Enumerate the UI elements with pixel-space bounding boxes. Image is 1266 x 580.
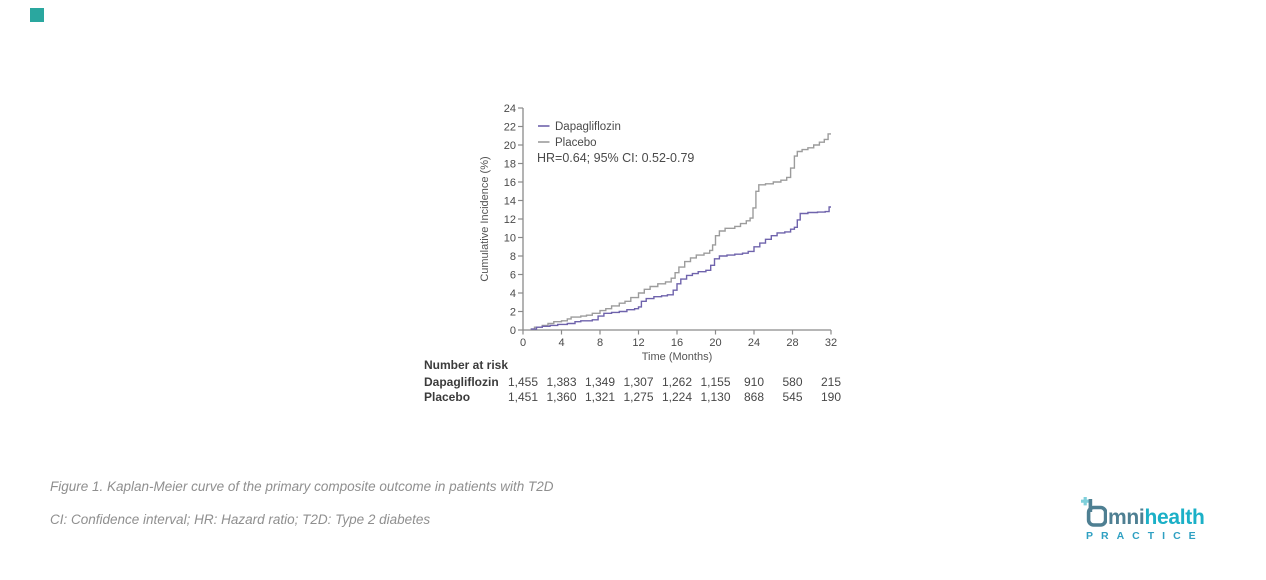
number-at-risk-header: Number at risk [424, 358, 509, 372]
risk-value: 580 [782, 375, 803, 389]
omnihealth-wordmark: mni health [1081, 497, 1217, 529]
svg-text:24: 24 [748, 337, 760, 349]
svg-text:6: 6 [510, 270, 516, 282]
logo-o-plus-icon [1081, 497, 1107, 527]
risk-value: 1,349 [584, 375, 616, 389]
risk-value: 1,360 [546, 390, 577, 404]
risk-value: 190 [820, 390, 842, 404]
risk-value: 1,321 [584, 390, 616, 404]
risk-value: 1,455 [507, 375, 539, 389]
svg-text:10: 10 [504, 233, 516, 245]
risk-row-label: Dapagliflozin [424, 375, 499, 389]
risk-row-dapagliflozin: Dapagliflozin 1,455 1,383 1,349 1,307 1,262 1,… [424, 375, 864, 390]
x-axis-label: Time (Months) [642, 351, 713, 363]
svg-text:16: 16 [504, 177, 516, 189]
risk-value: 868 [743, 390, 765, 404]
curve-placebo [530, 133, 831, 330]
svg-text:32: 32 [825, 337, 837, 349]
svg-text:22: 22 [504, 122, 516, 134]
corner-accent-square [30, 8, 44, 22]
y-axis-label: Cumulative Incidence (%) [479, 156, 491, 281]
svg-text:12: 12 [632, 337, 644, 349]
svg-text:16: 16 [671, 337, 683, 349]
legend-entry-placebo: Placebo [538, 137, 597, 149]
svg-text:18: 18 [504, 159, 516, 171]
risk-row-placebo: Placebo 1,451 1,360 1,321 1,275 1,224 1,130 868… [424, 390, 864, 405]
legend-entry-dapagliflozin: Dapagliflozin [538, 121, 621, 133]
svg-text:4: 4 [558, 337, 564, 349]
svg-text:4: 4 [510, 288, 516, 300]
figure-caption: Figure 1. Kaplan-Meier curve of the prim… [50, 479, 554, 494]
abbreviations-caption: CI: Confidence interval; HR: Hazard rati… [50, 512, 431, 527]
risk-value: 1,155 [700, 375, 731, 389]
risk-row-label: Placebo [424, 390, 471, 404]
svg-text:24: 24 [504, 103, 516, 115]
svg-text:Placebo: Placebo [555, 137, 597, 149]
risk-value: 215 [820, 375, 842, 389]
logo-text-omni: mni [1108, 506, 1145, 529]
svg-text:14: 14 [504, 196, 516, 208]
svg-text:0: 0 [510, 325, 516, 337]
risk-value: 1,451 [507, 390, 539, 404]
risk-value: 545 [782, 390, 803, 404]
svg-text:2: 2 [510, 307, 516, 319]
svg-text:20: 20 [709, 337, 721, 349]
logo-tagline: PRACTICE [1086, 530, 1204, 542]
logo-text-health: health [1144, 506, 1205, 529]
risk-value: 1,383 [546, 375, 577, 389]
curve-dapagliflozin [530, 206, 831, 330]
omnihealth-logo: mni health PRACTICE [1081, 497, 1217, 542]
risk-value: 1,307 [623, 375, 654, 389]
risk-value: 1,275 [623, 390, 654, 404]
svg-text:Dapagliflozin: Dapagliflozin [555, 121, 621, 133]
hazard-ratio-annotation: HR=0.64; 95% CI: 0.52-0.79 [537, 151, 694, 165]
svg-text:8: 8 [510, 251, 516, 263]
svg-text:28: 28 [786, 337, 798, 349]
svg-text:12: 12 [504, 214, 516, 226]
risk-value: 1,262 [661, 375, 693, 389]
risk-value: 910 [743, 375, 765, 389]
risk-value: 1,224 [661, 390, 693, 404]
svg-text:0: 0 [520, 337, 526, 349]
svg-text:8: 8 [597, 337, 603, 349]
svg-text:20: 20 [504, 140, 516, 152]
risk-value: 1,130 [700, 390, 731, 404]
